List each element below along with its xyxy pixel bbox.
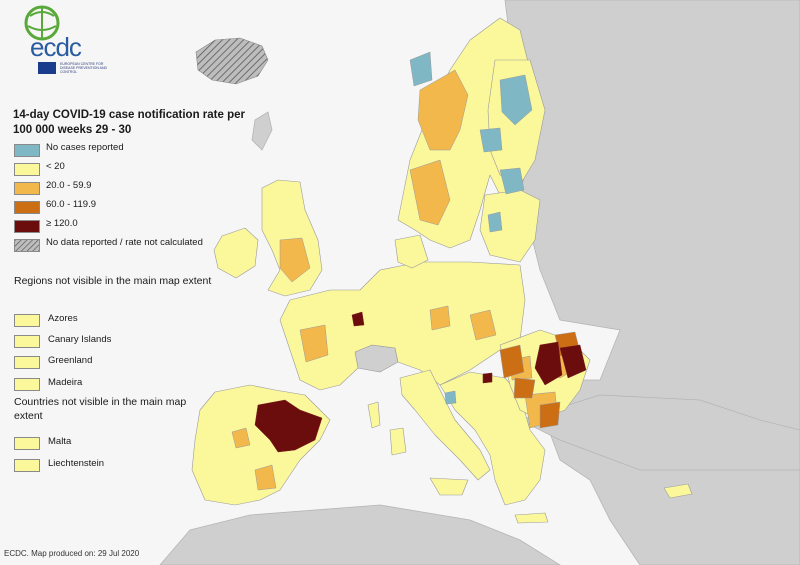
legend-label: < 20 (46, 161, 65, 172)
region-swatch (14, 378, 40, 391)
ecdc-logo: ecdc EUROPEAN CENTRE FOR DISEASE PREVENT… (8, 4, 108, 76)
legend-swatch-no-cases (14, 144, 40, 157)
countries-section-title: Countries not visible in the main map ex… (14, 396, 187, 422)
globe-icon (24, 5, 60, 41)
legend-swatch-120-plus (14, 220, 40, 233)
iceland-no-data (195, 37, 269, 85)
legend-swatch-20-60 (14, 182, 40, 195)
logo-text: ecdc (30, 32, 82, 62)
legend-label: 20.0 - 59.9 (46, 180, 92, 191)
legend-swatch-lt20 (14, 163, 40, 176)
source-note: ECDC. Map produced on: 29 Jul 2020 (4, 549, 140, 558)
region-label: Greenland (48, 355, 93, 366)
region-label: Canary Islands (48, 334, 112, 345)
eu-flag-icon (38, 62, 56, 74)
region-label: Azores (48, 313, 78, 324)
region-swatch (14, 314, 40, 327)
legend-swatch-60-120 (14, 201, 40, 214)
regions-section-title: Regions not visible in the main map exte… (14, 275, 212, 287)
non-eu-land (159, 0, 800, 565)
region-label: Madeira (48, 377, 83, 388)
region-swatch (14, 335, 40, 348)
legend-swatch-no-data (14, 239, 40, 252)
country-label: Liechtenstein (48, 458, 104, 469)
rate-120-plus-regions (254, 311, 587, 453)
country-label: Malta (48, 436, 72, 447)
country-swatch (14, 459, 40, 472)
no-cases-regions (409, 51, 533, 405)
country-swatch (14, 437, 40, 450)
legend-label: No cases reported (46, 142, 124, 153)
legend-label: 60.0 - 119.9 (46, 199, 97, 210)
legend-label: ≥ 120.0 (46, 218, 78, 229)
logo-subtitle: EUROPEAN CENTRE FOR DISEASE PREVENTION A… (60, 62, 108, 74)
legend-label: No data reported / rate not calculated (46, 237, 203, 248)
map-title: 14-day COVID-19 case notification rate p… (13, 109, 245, 136)
region-swatch (14, 356, 40, 369)
